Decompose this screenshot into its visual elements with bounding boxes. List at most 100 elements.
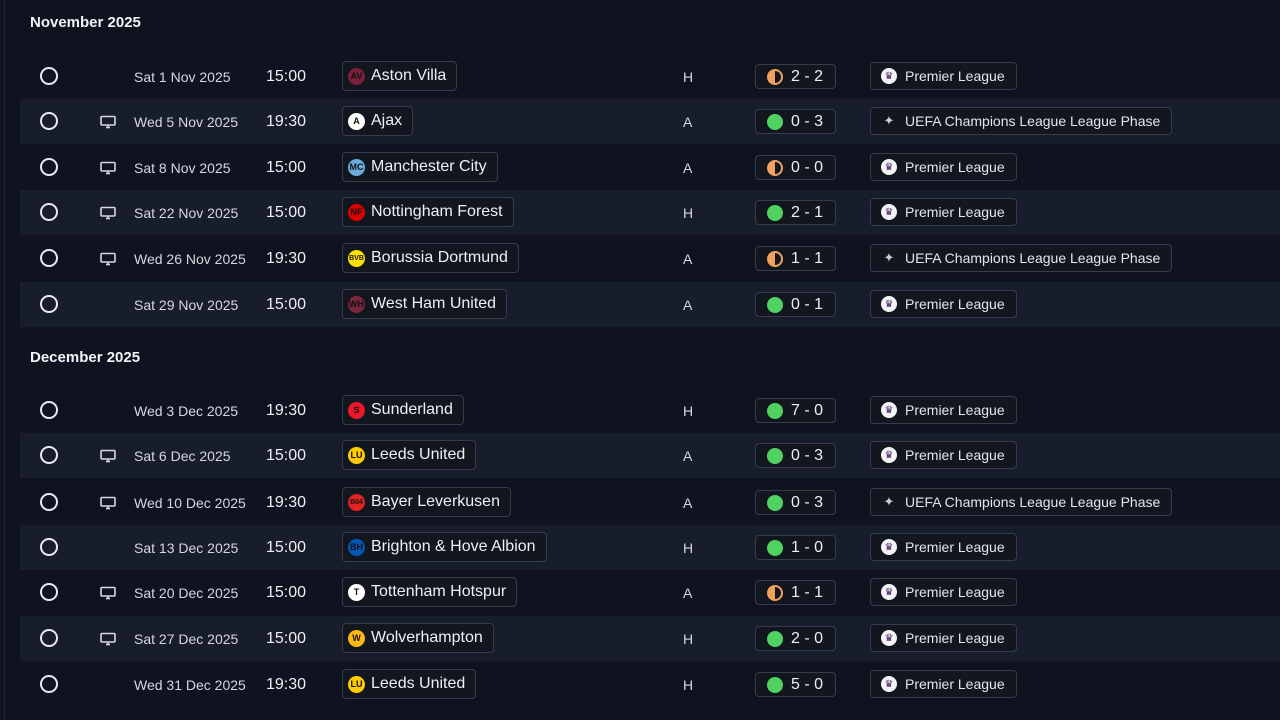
win-indicator-icon: [767, 296, 783, 313]
competition-chip[interactable]: ✦ UEFA Champions League League Phase: [870, 244, 1173, 272]
result-score: 1 - 1: [791, 249, 824, 267]
competition-chip[interactable]: ♛ Premier League: [870, 396, 1017, 424]
competition-name: Premier League: [905, 539, 1005, 555]
premier-league-icon: ♛: [881, 676, 897, 692]
fixture-row[interactable]: Sat 27 Dec 2025 15:00 W Wolverhampton H …: [20, 616, 1280, 661]
fixture-status-circle-icon[interactable]: [40, 675, 58, 693]
fixture-status-circle-icon[interactable]: [40, 538, 58, 556]
fixture-date: Sat 27 Dec 2025: [134, 630, 239, 647]
tv-broadcast-icon: [100, 99, 118, 144]
fixture-status-circle-icon[interactable]: [40, 493, 58, 511]
fixture-row[interactable]: Wed 10 Dec 2025 19:30 B04 Bayer Leverkus…: [20, 480, 1280, 525]
result-score: 0 - 3: [791, 493, 824, 511]
opponent-chip[interactable]: WH West Ham United: [342, 289, 508, 319]
result-badge[interactable]: 5 - 0: [755, 672, 836, 697]
team-crest-icon: W: [348, 629, 365, 647]
opponent-chip[interactable]: NF Nottingham Forest: [342, 197, 514, 227]
fixture-status-circle-icon[interactable]: [40, 446, 58, 464]
fixture-status-circle-icon[interactable]: [40, 249, 58, 267]
fixture-status-circle-icon[interactable]: [40, 401, 58, 419]
opponent-chip[interactable]: AV Aston Villa: [342, 61, 458, 91]
competition-chip[interactable]: ♛ Premier League: [870, 441, 1017, 469]
opponent-name: Sunderland: [371, 401, 453, 418]
opponent-chip[interactable]: LU Leeds United: [342, 440, 477, 470]
opponent-chip[interactable]: A Ajax: [342, 106, 414, 136]
competition-chip[interactable]: ♛ Premier League: [870, 578, 1017, 606]
fixture-date: Sat 13 Dec 2025: [134, 539, 239, 556]
competition-chip[interactable]: ✦ UEFA Champions League League Phase: [870, 107, 1173, 135]
venue-indicator: A: [683, 113, 693, 130]
result-badge[interactable]: 2 - 2: [755, 64, 836, 89]
kickoff-time: 15:00: [266, 629, 307, 647]
competition-chip[interactable]: ♛ Premier League: [870, 290, 1017, 318]
fixture-status-circle-icon[interactable]: [40, 203, 58, 221]
result-badge[interactable]: 1 - 1: [755, 580, 836, 605]
competition-chip[interactable]: ✦ UEFA Champions League League Phase: [870, 488, 1173, 516]
team-crest-icon: T: [348, 583, 365, 601]
opponent-chip[interactable]: B04 Bayer Leverkusen: [342, 487, 511, 517]
fixture-row[interactable]: Wed 26 Nov 2025 19:30 BVB Borussia Dortm…: [20, 236, 1280, 281]
competition-chip[interactable]: ♛ Premier League: [870, 670, 1017, 698]
fixture-row[interactable]: Sat 20 Dec 2025 15:00 T Tottenham Hotspu…: [20, 570, 1280, 615]
opponent-name: West Ham United: [371, 295, 497, 312]
competition-name: Premier League: [905, 447, 1005, 463]
result-badge[interactable]: 0 - 3: [755, 490, 836, 515]
fixture-status-circle-icon[interactable]: [40, 295, 58, 313]
result-badge[interactable]: 1 - 0: [755, 535, 836, 560]
fixture-status-circle-icon[interactable]: [40, 158, 58, 176]
tv-broadcast-icon: [100, 54, 118, 99]
competition-name: UEFA Champions League League Phase: [905, 113, 1161, 129]
competition-name: Premier League: [905, 159, 1005, 175]
opponent-chip[interactable]: BVB Borussia Dortmund: [342, 243, 519, 273]
venue-indicator: A: [683, 494, 693, 511]
fixture-status-circle-icon[interactable]: [40, 67, 58, 85]
fixture-row[interactable]: Sat 6 Dec 2025 15:00 LU Leeds United A 0…: [20, 433, 1280, 478]
competition-chip[interactable]: ♛ Premier League: [870, 153, 1017, 181]
result-badge[interactable]: 0 - 0: [755, 155, 836, 180]
opponent-chip[interactable]: S Sunderland: [342, 395, 464, 425]
tv-broadcast-icon: [100, 236, 118, 281]
competition-chip[interactable]: ♛ Premier League: [870, 624, 1017, 652]
fixture-row[interactable]: Sat 29 Nov 2025 15:00 WH West Ham United…: [20, 282, 1280, 327]
fixture-status-circle-icon[interactable]: [40, 112, 58, 130]
fixture-row[interactable]: Wed 3 Dec 2025 19:30 S Sunderland H 7 - …: [20, 388, 1280, 433]
fixture-row[interactable]: Wed 5 Nov 2025 19:30 A Ajax A 0 - 3 ✦ UE…: [20, 99, 1280, 144]
win-indicator-icon: [767, 447, 783, 464]
result-badge[interactable]: 2 - 1: [755, 200, 836, 225]
fixture-status-circle-icon[interactable]: [40, 583, 58, 601]
fixture-row[interactable]: Sat 8 Nov 2025 15:00 MC Manchester City …: [20, 145, 1280, 190]
result-badge[interactable]: 0 - 3: [755, 109, 836, 134]
fixture-row[interactable]: Wed 31 Dec 2025 19:30 LU Leeds United H …: [20, 662, 1280, 707]
competition-chip[interactable]: ♛ Premier League: [870, 198, 1017, 226]
opponent-chip[interactable]: LU Leeds United: [342, 669, 477, 699]
fixture-row[interactable]: Sat 1 Nov 2025 15:00 AV Aston Villa H 2 …: [20, 54, 1280, 99]
result-badge[interactable]: 0 - 3: [755, 443, 836, 468]
premier-league-icon: ♛: [881, 584, 897, 600]
result-badge[interactable]: 2 - 0: [755, 626, 836, 651]
opponent-chip[interactable]: T Tottenham Hotspur: [342, 577, 518, 607]
tv-broadcast-icon: [100, 662, 118, 707]
tv-broadcast-icon: [100, 190, 118, 235]
win-indicator-icon: [767, 676, 783, 693]
result-badge[interactable]: 7 - 0: [755, 398, 836, 423]
fixture-row[interactable]: Sat 13 Dec 2025 15:00 BH Brighton & Hove…: [20, 525, 1280, 570]
competition-chip[interactable]: ♛ Premier League: [870, 533, 1017, 561]
opponent-chip[interactable]: W Wolverhampton: [342, 623, 494, 653]
tv-broadcast-icon: [100, 145, 118, 190]
result-score: 2 - 2: [791, 67, 824, 85]
fixture-row[interactable]: Sat 22 Nov 2025 15:00 NF Nottingham Fore…: [20, 190, 1280, 235]
competition-name: Premier League: [905, 676, 1005, 692]
month-heading: December 2025: [30, 349, 141, 366]
opponent-chip[interactable]: MC Manchester City: [342, 152, 498, 182]
fixture-date: Wed 10 Dec 2025: [134, 494, 246, 511]
premier-league-icon: ♛: [881, 402, 897, 418]
fixture-date: Sat 29 Nov 2025: [134, 296, 239, 313]
fixture-status-circle-icon[interactable]: [40, 629, 58, 647]
opponent-chip[interactable]: BH Brighton & Hove Albion: [342, 532, 547, 562]
opponent-name: Ajax: [371, 112, 403, 129]
result-badge[interactable]: 0 - 1: [755, 292, 836, 317]
premier-league-icon: ♛: [881, 447, 897, 463]
fixture-date: Sat 22 Nov 2025: [134, 204, 239, 221]
result-badge[interactable]: 1 - 1: [755, 246, 836, 271]
competition-chip[interactable]: ♛ Premier League: [870, 62, 1017, 90]
